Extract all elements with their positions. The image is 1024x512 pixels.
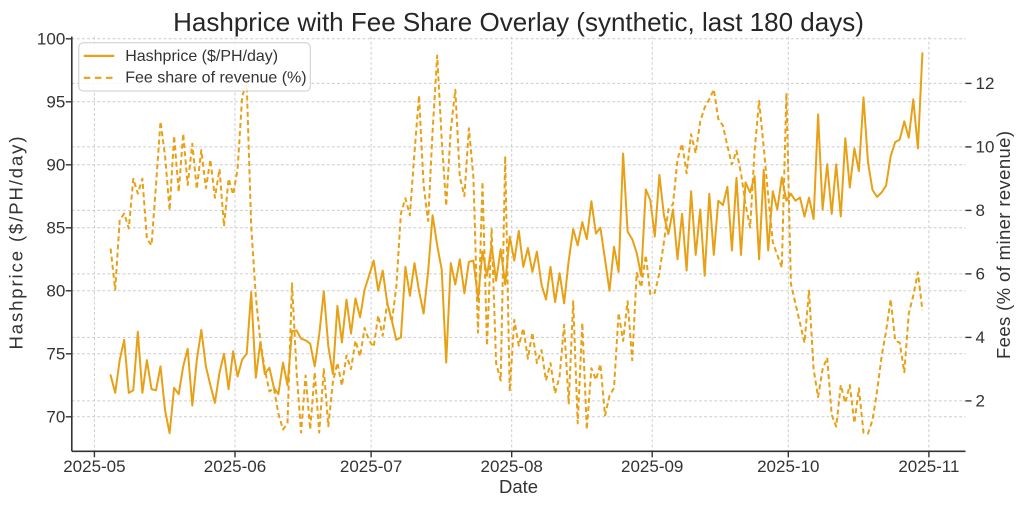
svg-text:Fee share of revenue (%): Fee share of revenue (%) xyxy=(125,70,306,87)
svg-text:95: 95 xyxy=(46,92,65,111)
svg-text:2025-11: 2025-11 xyxy=(898,457,959,476)
svg-text:Hashprice ($/PH/day): Hashprice ($/PH/day) xyxy=(6,137,27,350)
svg-text:90: 90 xyxy=(46,155,65,174)
svg-text:85: 85 xyxy=(46,218,65,237)
svg-text:10: 10 xyxy=(976,137,995,156)
svg-text:Fees (% of miner revenue): Fees (% of miner revenue) xyxy=(993,131,1014,359)
svg-text:2: 2 xyxy=(976,391,985,410)
svg-text:8: 8 xyxy=(976,201,985,220)
svg-text:Hashprice ($/PH/day): Hashprice ($/PH/day) xyxy=(125,48,278,65)
svg-text:6: 6 xyxy=(976,264,985,283)
svg-text:2025-05: 2025-05 xyxy=(63,457,125,476)
svg-text:80: 80 xyxy=(46,281,65,300)
svg-text:4: 4 xyxy=(976,328,985,347)
svg-text:12: 12 xyxy=(976,74,995,93)
svg-text:100: 100 xyxy=(37,29,65,48)
svg-text:2025-10: 2025-10 xyxy=(757,457,819,476)
svg-text:2025-06: 2025-06 xyxy=(204,457,266,476)
svg-text:2025-07: 2025-07 xyxy=(340,457,402,476)
svg-text:Date: Date xyxy=(499,476,538,497)
svg-text:70: 70 xyxy=(46,407,65,426)
svg-text:2025-08: 2025-08 xyxy=(481,457,543,476)
svg-text:75: 75 xyxy=(46,344,65,363)
svg-text:2025-09: 2025-09 xyxy=(621,457,683,476)
svg-text:Hashprice with Fee Share Overl: Hashprice with Fee Share Overlay (synthe… xyxy=(173,7,864,37)
